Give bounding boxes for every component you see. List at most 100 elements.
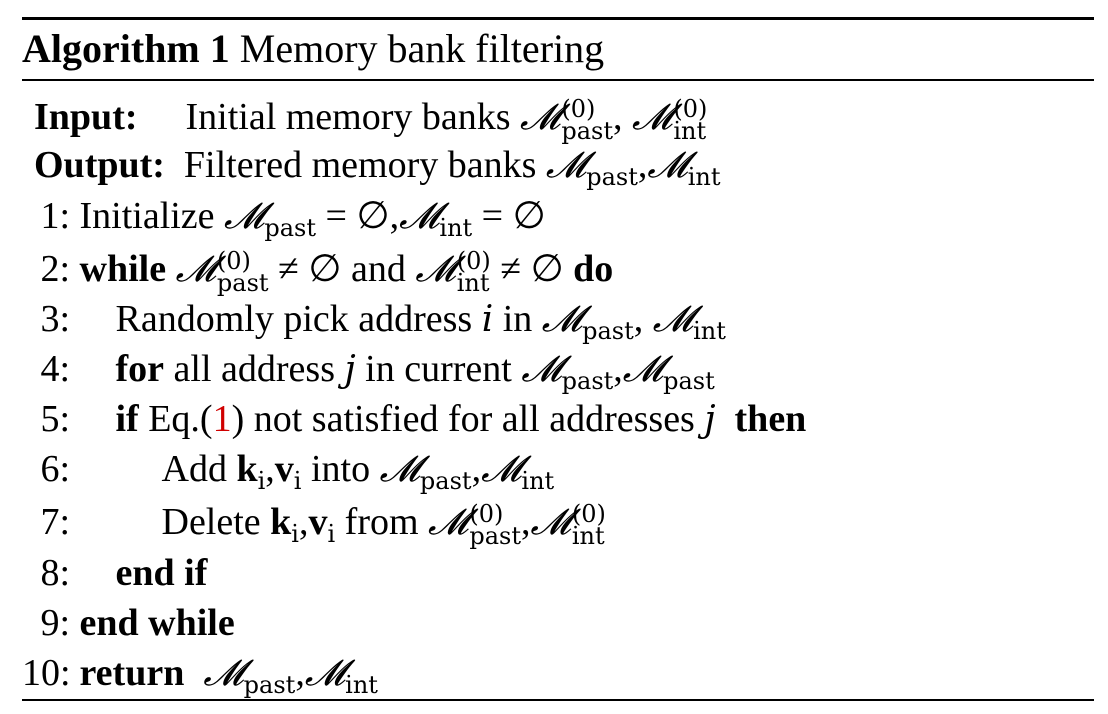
input-text: Initial memory banks (185, 96, 511, 138)
keyword: end if (115, 552, 208, 594)
line-text: Add (161, 448, 227, 490)
subscript: past (582, 317, 634, 345)
caption-rule (22, 79, 1094, 81)
index-symbol: j (344, 349, 356, 390)
input-line: Input: Initial memory banks 𝓜 (0) past, 𝓜 (0… (34, 95, 708, 146)
subscript: past (419, 467, 472, 495)
keyword: then (734, 398, 807, 440)
algorithm-label: Algorithm 1 (22, 26, 230, 71)
subscript: past (663, 367, 715, 395)
memory-symbol: 𝓜 (632, 97, 673, 138)
memory-symbol: 𝓜 (652, 299, 694, 340)
subscript: past (561, 367, 614, 395)
algorithm-line-4: 4: for all address j in current 𝓜past,𝓜p… (22, 346, 715, 395)
memory-symbol: 𝓜 (379, 449, 420, 490)
empty-set: ∅ (512, 195, 546, 237)
subsup: (0) int (572, 502, 606, 548)
line-number: 1: (40, 195, 70, 237)
memory-symbol: 𝓜 (520, 97, 561, 138)
line-text: from (344, 501, 419, 543)
memory-symbol: 𝓜 (647, 145, 688, 186)
line-text: into (310, 448, 371, 490)
bottom-rule (22, 699, 1094, 701)
memory-symbol: 𝓜 (428, 502, 469, 543)
line-text: Eq.( (148, 398, 213, 440)
memory-symbol: 𝓜 (521, 349, 562, 390)
output-text: Filtered memory banks (183, 144, 537, 186)
subscript: past (469, 522, 522, 551)
memory-symbol: 𝓜 (203, 653, 244, 694)
subsup: (0) past (561, 97, 613, 143)
empty-set: ∅ (308, 248, 342, 290)
subscript: past (216, 269, 269, 298)
line-number: 9: (40, 602, 70, 644)
memory-symbol: 𝓜 (304, 653, 346, 694)
memory-symbol: 𝓜 (175, 249, 216, 290)
line-number: 10: (22, 652, 71, 694)
line-number: 2: (40, 248, 70, 290)
algorithm-line-7: 7: Delete ki,vi from 𝓜 (0) past ,𝓜 (0) int (22, 499, 606, 548)
memory-symbol: 𝓜 (622, 349, 664, 390)
value-vector: v (308, 501, 328, 543)
line-text: and (351, 248, 406, 290)
memory-symbol: 𝓜 (415, 249, 456, 290)
memory-symbol: 𝓜 (481, 449, 522, 490)
superscript: (0) (673, 95, 708, 124)
output-line: Output: Filtered memory banks 𝓜past,𝓜int (34, 144, 721, 191)
line-number: 8: (40, 552, 70, 594)
subscript: i (327, 520, 336, 548)
memory-symbol: 𝓜 (530, 502, 571, 543)
index-symbol: i (481, 299, 494, 340)
algorithm-title: Memory bank filtering (239, 26, 605, 71)
memory-symbol: 𝓜 (541, 299, 583, 340)
line-text: Randomly pick address (115, 298, 473, 340)
algorithm-line-8: 8: end if (22, 550, 207, 596)
equals-sign: = (481, 195, 504, 237)
subscript: past (561, 117, 614, 146)
line-text: Initialize (79, 195, 215, 237)
top-rule (22, 17, 1094, 20)
subscript: past (243, 671, 296, 699)
index-symbol: j (704, 399, 716, 440)
subscript: i (257, 467, 266, 495)
line-number: 6: (40, 448, 70, 490)
equation-reference-link[interactable]: 1 (212, 398, 232, 440)
line-text: in (502, 298, 533, 340)
superscript: (0) (561, 95, 596, 124)
subsup: (0) past (469, 502, 521, 548)
superscript: (0) (469, 500, 504, 529)
empty-set: ∅ (530, 248, 564, 290)
subscript: int (439, 214, 473, 242)
subscript: int (687, 163, 721, 191)
algorithm-line-1: 1: Initialize 𝓜past = ∅,𝓜int = ∅ (22, 193, 546, 242)
key-vector: k (270, 501, 292, 543)
output-label: Output: (34, 144, 165, 186)
algorithm-line-5: 5: if Eq.(1) not satisfied for all addre… (22, 396, 806, 442)
keyword: while (79, 248, 167, 290)
algorithm-line-2: 2: while 𝓜 (0) past ≠ ∅ and 𝓜 (0) int ≠ ∅ do (22, 246, 614, 295)
not-equal-sign: ≠ (278, 248, 299, 290)
line-text: ) not satisfied for all addresses (231, 398, 695, 440)
keyword: return (79, 652, 185, 694)
input-label: Input: (34, 96, 138, 138)
superscript: (0) (571, 500, 606, 529)
not-equal-sign: ≠ (500, 248, 522, 290)
line-text: all address (173, 348, 335, 390)
line-text: Delete (161, 501, 261, 543)
line-number: 3: (40, 298, 70, 340)
memory-symbol: 𝓜 (224, 196, 265, 237)
line-text: in current (365, 348, 512, 390)
key-vector: k (236, 448, 258, 490)
empty-set: ∅ (356, 195, 390, 237)
subscript: int (693, 317, 726, 345)
subscript: int (345, 671, 378, 699)
subscript: past (586, 163, 638, 191)
line-number: 5: (40, 398, 70, 440)
value-vector: v (274, 448, 294, 490)
keyword: for (115, 348, 165, 390)
subscript: i (291, 520, 299, 548)
subsup: (0) past (217, 249, 269, 295)
keyword: do (573, 248, 614, 290)
subscript: past (264, 214, 317, 242)
memory-symbol: 𝓜 (545, 145, 587, 186)
